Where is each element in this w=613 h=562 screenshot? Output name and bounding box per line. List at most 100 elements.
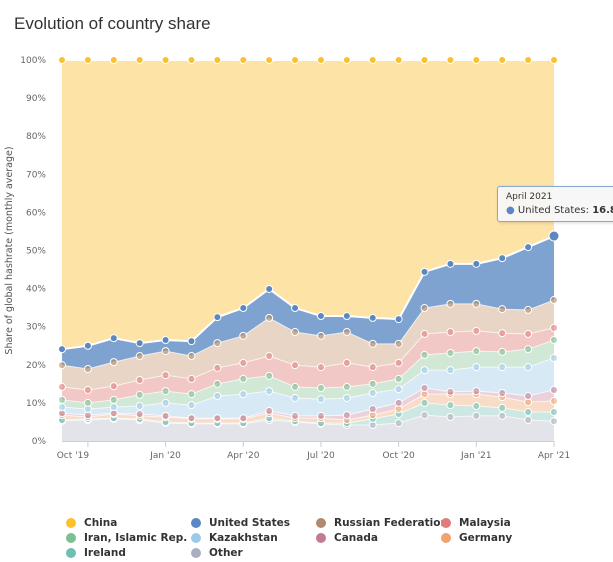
tooltip: April 2021 ● United States: 16.8 xyxy=(497,186,613,222)
data-point xyxy=(472,299,481,308)
data-point xyxy=(342,393,351,402)
data-point xyxy=(472,363,481,372)
legend-dot-icon xyxy=(66,533,76,543)
data-point xyxy=(135,339,144,348)
data-point xyxy=(109,358,118,367)
data-point xyxy=(161,336,170,345)
tooltip-series-label: United States: xyxy=(517,205,590,216)
data-point xyxy=(58,382,66,391)
legend-dot-icon xyxy=(191,533,201,543)
data-point xyxy=(109,56,118,64)
data-point xyxy=(316,384,325,393)
data-point xyxy=(550,56,558,64)
data-point xyxy=(550,296,558,305)
data-point xyxy=(342,328,351,337)
data-point xyxy=(524,329,533,338)
data-point xyxy=(135,352,144,361)
data-point xyxy=(368,339,377,348)
data-point xyxy=(265,406,274,415)
data-point xyxy=(213,56,222,64)
data-point xyxy=(316,363,325,372)
data-point xyxy=(550,408,558,417)
legend-item[interactable]: United States xyxy=(191,517,290,529)
data-point xyxy=(420,384,429,393)
legend-item[interactable]: Russian Federation xyxy=(316,517,448,529)
data-point xyxy=(213,414,222,423)
data-point xyxy=(498,403,507,412)
y-tick-label: 80% xyxy=(26,132,46,142)
y-axis-label: Share of global hashrate (monthly averag… xyxy=(4,146,15,354)
data-point xyxy=(342,411,351,420)
legend-label: Russian Federation xyxy=(334,517,448,529)
legend-item[interactable]: Malaysia xyxy=(441,517,511,529)
data-point xyxy=(368,363,377,372)
legend-label: United States xyxy=(209,517,290,529)
data-point xyxy=(420,398,429,407)
area-united-states xyxy=(62,236,554,369)
legend-label: China xyxy=(84,517,118,529)
data-point xyxy=(498,329,507,338)
legend-dot-icon xyxy=(191,518,201,528)
data-point xyxy=(239,304,248,313)
x-tick-label: Oct '20 xyxy=(382,451,415,461)
data-point xyxy=(342,312,351,321)
data-point xyxy=(239,390,248,399)
legend-item[interactable]: Kazakhstan xyxy=(191,532,278,544)
series-line xyxy=(61,387,555,419)
legend-item[interactable]: Other xyxy=(191,547,243,559)
x-tick-label: Jan '20 xyxy=(149,451,181,461)
data-point xyxy=(368,404,377,413)
y-tick-label: 90% xyxy=(26,94,46,104)
data-point xyxy=(109,403,118,412)
tooltip-series-dot-icon: ● xyxy=(506,205,515,216)
legend-dot-icon xyxy=(316,518,326,528)
data-point xyxy=(498,388,507,397)
data-point xyxy=(550,385,558,394)
data-point xyxy=(394,374,403,383)
data-point xyxy=(213,339,222,348)
data-point xyxy=(420,304,429,313)
data-point xyxy=(446,56,455,64)
data-point xyxy=(472,387,481,396)
legend-item[interactable]: Canada xyxy=(316,532,378,544)
data-point xyxy=(187,352,196,361)
legend-item[interactable]: Iran, Islamic Rep. xyxy=(66,532,187,544)
data-point xyxy=(265,284,274,293)
data-point xyxy=(265,56,274,64)
data-point xyxy=(420,350,429,359)
data-point xyxy=(213,363,222,372)
data-point xyxy=(291,361,300,370)
data-point xyxy=(394,398,403,407)
data-point xyxy=(161,387,170,396)
legend-item[interactable]: China xyxy=(66,517,117,529)
data-point xyxy=(446,348,455,357)
data-point xyxy=(109,382,118,391)
data-point xyxy=(524,56,533,64)
legend-item[interactable]: Germany xyxy=(441,532,512,544)
data-point xyxy=(316,411,325,420)
data-point xyxy=(161,371,170,380)
data-point xyxy=(420,267,429,276)
data-point xyxy=(446,412,455,421)
legend-label: Canada xyxy=(334,532,378,544)
area-germany xyxy=(62,394,554,424)
legend-dot-icon xyxy=(441,518,451,528)
data-point xyxy=(472,401,481,410)
data-point xyxy=(316,395,325,404)
series-line xyxy=(61,393,555,421)
data-point xyxy=(472,411,481,420)
data-point xyxy=(213,379,222,388)
data-point xyxy=(109,395,118,404)
data-point xyxy=(83,341,92,350)
legend-label: Ireland xyxy=(84,547,126,559)
data-point xyxy=(239,331,248,340)
data-point xyxy=(342,56,351,64)
series-line xyxy=(61,327,555,391)
data-point xyxy=(291,393,300,402)
legend-item[interactable]: Ireland xyxy=(66,547,126,559)
data-point xyxy=(58,403,66,412)
data-point xyxy=(498,56,507,64)
data-point xyxy=(291,304,300,313)
y-tick-label: 30% xyxy=(26,323,46,333)
data-point xyxy=(187,56,196,64)
